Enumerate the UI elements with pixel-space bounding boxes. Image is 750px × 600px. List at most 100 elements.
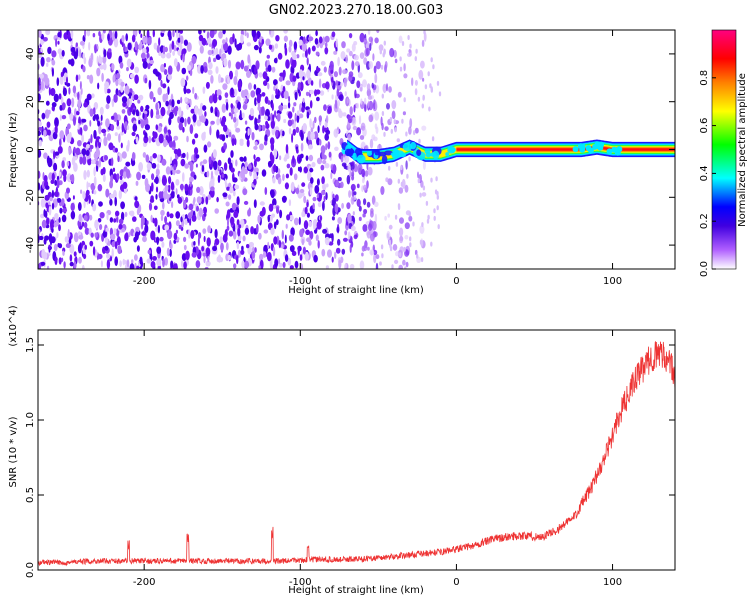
spectrogram-cell bbox=[261, 38, 265, 45]
spectrogram-cell bbox=[376, 30, 380, 34]
spectrogram-cell bbox=[145, 46, 150, 54]
signal-blob bbox=[585, 145, 592, 151]
spectrogram-cell bbox=[84, 30, 87, 38]
spectrogram-cell bbox=[244, 260, 250, 269]
spectrogram-cell bbox=[93, 166, 96, 177]
spectrogram-cell bbox=[385, 177, 389, 182]
spectrogram-cell bbox=[240, 249, 245, 255]
spectrogram-cell bbox=[180, 259, 184, 268]
spectrogram-cell bbox=[231, 202, 237, 211]
spectrogram-cell bbox=[75, 74, 79, 82]
spectrogram-cell bbox=[138, 162, 144, 172]
spectrogram-cell bbox=[400, 165, 403, 171]
spectrogram-cell bbox=[45, 202, 49, 209]
spectrogram-cell bbox=[297, 246, 300, 256]
spectrogram-cell bbox=[369, 249, 375, 256]
spectrogram-cell bbox=[93, 176, 97, 187]
spectrogram-cell bbox=[241, 245, 244, 251]
signal-blob bbox=[614, 149, 621, 156]
spectrogram-cell bbox=[134, 66, 140, 74]
spectrogram-cell bbox=[419, 225, 425, 234]
spectrogram-cell bbox=[213, 57, 217, 63]
spectrogram-cell bbox=[38, 170, 41, 179]
spectrogram-cell bbox=[119, 61, 124, 69]
spectrogram-cell bbox=[42, 37, 48, 42]
spectrogram-cell bbox=[279, 209, 283, 219]
spectrogram-cell bbox=[147, 36, 152, 46]
spectrogram-cell bbox=[207, 69, 213, 76]
spectrogram-cell bbox=[87, 182, 91, 188]
spectrogram-cell bbox=[156, 246, 162, 254]
spectrogram-cell bbox=[152, 68, 158, 75]
spectrogram-cell bbox=[263, 229, 269, 234]
spectrogram-cell bbox=[427, 71, 430, 77]
spectrogram-cell bbox=[179, 117, 185, 124]
spectrogram-cell bbox=[388, 224, 393, 230]
spectrogram-cell bbox=[278, 240, 282, 249]
spectrogram-cell bbox=[254, 97, 257, 107]
spectrogram-cell bbox=[400, 181, 404, 187]
spectrogram-cell bbox=[40, 38, 44, 46]
spectrogram-cell bbox=[273, 110, 277, 118]
spectrogram-cell bbox=[161, 241, 165, 248]
spectrogram-cell bbox=[193, 174, 197, 180]
spectrogram-cell bbox=[149, 91, 154, 100]
spectrogram-cell bbox=[378, 44, 384, 52]
spectrogram-cell bbox=[267, 100, 271, 105]
spectrogram-cell bbox=[96, 114, 99, 122]
spectrogram-cell bbox=[145, 104, 150, 110]
spectrogram-cell bbox=[83, 253, 87, 260]
spectrogram-cell bbox=[226, 209, 231, 219]
spectrogram-cell bbox=[289, 245, 295, 253]
spectrogram-cell bbox=[101, 72, 104, 82]
spectrogram-cell bbox=[255, 60, 260, 70]
spectrogram-cell bbox=[335, 80, 339, 86]
spectrogram-cell bbox=[287, 111, 293, 119]
spectrogram-cell bbox=[91, 189, 94, 194]
spectrogram-cell bbox=[328, 151, 332, 158]
spectrogram-cell bbox=[72, 195, 75, 200]
spectrogram-cell bbox=[309, 230, 314, 240]
spectrogram-cell bbox=[315, 30, 318, 37]
spectrogram-cell bbox=[327, 141, 331, 150]
spectrogram-cell bbox=[285, 173, 289, 179]
spectrogram-cell bbox=[218, 31, 223, 39]
spectrogram-cell bbox=[97, 253, 103, 260]
spectrogram-cell bbox=[293, 173, 298, 181]
spectrogram-cell bbox=[51, 189, 55, 199]
spectrogram-cell bbox=[80, 189, 83, 194]
colorbar: 0.0 0.2 0.4 0.6 0.8 Normalized spectral ampl… bbox=[699, 29, 748, 277]
spectrogram-y-label: Frequency (Hz) bbox=[8, 112, 19, 188]
spectrogram-cell bbox=[228, 194, 232, 200]
spectrogram-cell bbox=[280, 244, 284, 249]
spectrogram-cell bbox=[364, 170, 369, 177]
spectrogram-cell bbox=[421, 103, 424, 109]
spectrogram-cell bbox=[170, 192, 175, 199]
spectrogram-cell bbox=[349, 263, 355, 269]
spectrogram-cell bbox=[351, 43, 356, 52]
spectrogram-cell bbox=[203, 66, 208, 73]
spectrogram-cell bbox=[247, 209, 251, 217]
spectrogram-cell bbox=[283, 35, 288, 42]
spectrogram-cell bbox=[49, 196, 53, 202]
spectrogram-cell bbox=[110, 157, 114, 167]
y-tick-label: -20 bbox=[25, 189, 36, 205]
spectrogram-cell bbox=[296, 110, 300, 116]
spectrogram-cell bbox=[102, 55, 107, 64]
spectrogram-cell bbox=[83, 124, 88, 132]
spectrogram-cell bbox=[120, 142, 123, 149]
spectrogram-cell bbox=[106, 253, 111, 259]
spectrogram-cell bbox=[272, 246, 276, 257]
spectrogram-cell bbox=[121, 96, 128, 104]
spectrogram-cell bbox=[134, 231, 139, 241]
spectrogram-cell bbox=[101, 32, 105, 41]
spectrogram-cell bbox=[327, 106, 332, 114]
spectrogram-cell bbox=[270, 227, 275, 235]
spectrogram-cell bbox=[318, 115, 322, 123]
spectrogram-cell bbox=[102, 30, 106, 34]
spectrogram-cell bbox=[38, 130, 41, 137]
spectrogram-cell bbox=[202, 159, 208, 165]
spectrogram-cell bbox=[258, 124, 261, 132]
spectrogram-cell bbox=[204, 266, 209, 269]
spectrogram-cell bbox=[155, 186, 159, 193]
